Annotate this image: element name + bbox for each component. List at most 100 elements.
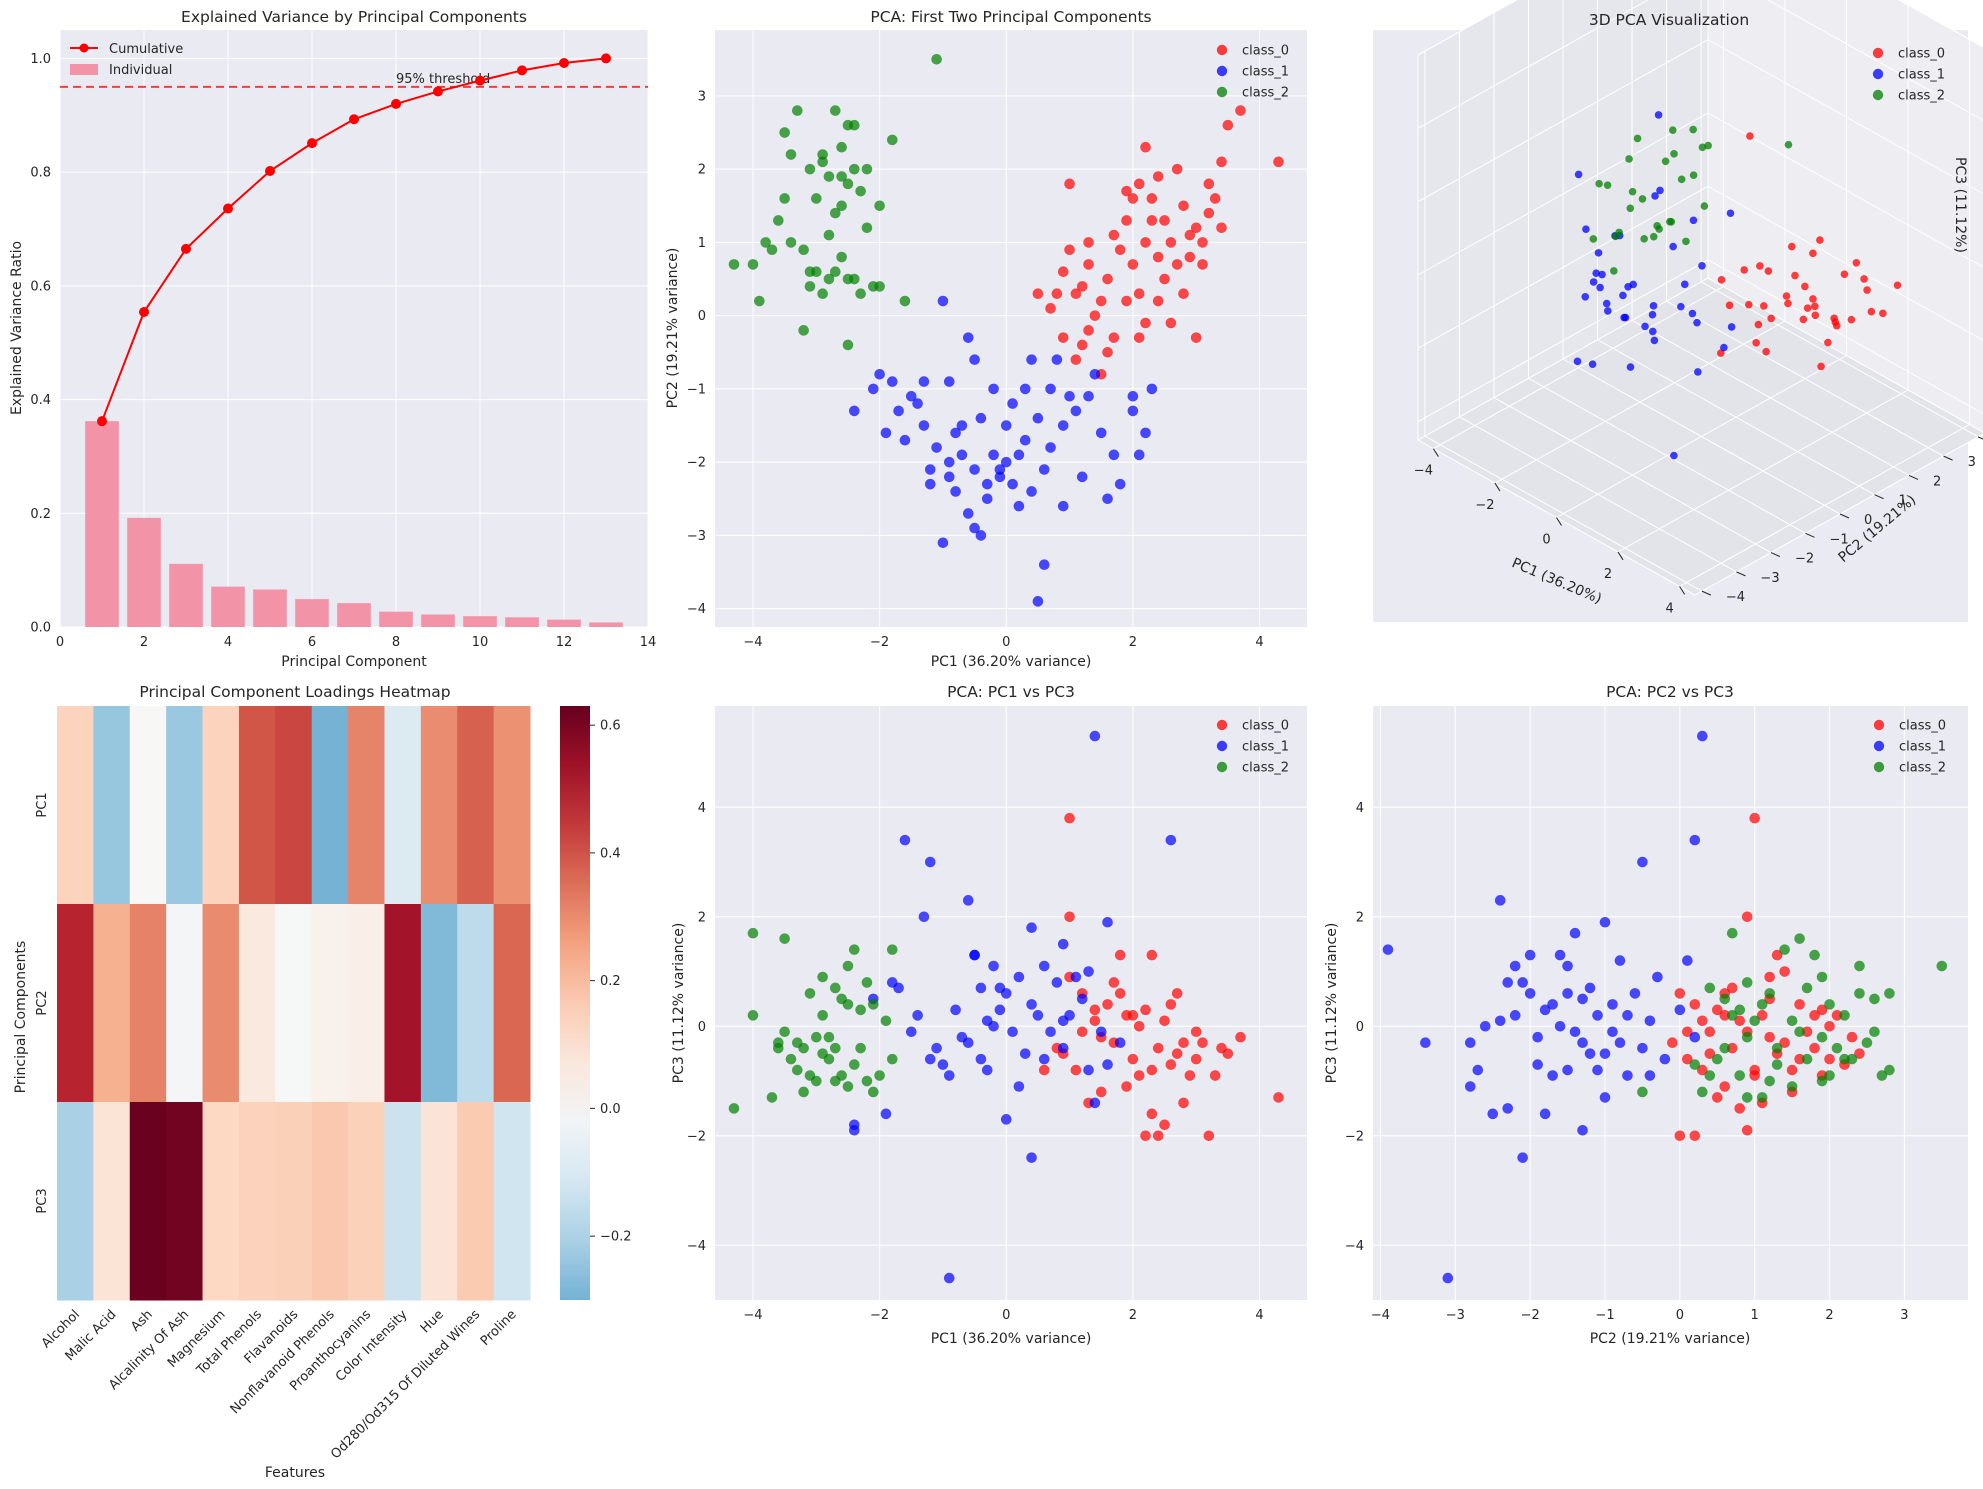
point-class-1 bbox=[981, 1064, 993, 1076]
heatmap-cell bbox=[348, 706, 385, 905]
point-class-0 bbox=[1184, 1070, 1196, 1081]
point-class-1 bbox=[969, 464, 980, 475]
point3d-class-2 bbox=[1698, 143, 1707, 152]
point-class-1 bbox=[1051, 977, 1063, 988]
point-class-2 bbox=[1801, 982, 1813, 994]
point-class-1 bbox=[1038, 1053, 1050, 1065]
point3d-class-1 bbox=[1624, 282, 1632, 291]
point-class-0 bbox=[1102, 999, 1113, 1010]
point3d-class-0 bbox=[1811, 302, 1819, 311]
point-class-2 bbox=[779, 1026, 790, 1038]
point3d-class-1 bbox=[1594, 249, 1603, 257]
y-tick-label: −1 bbox=[687, 382, 706, 397]
point-class-1 bbox=[1659, 1053, 1671, 1065]
heatmap-cell bbox=[166, 1102, 204, 1301]
point-class-0 bbox=[1203, 207, 1215, 219]
point-class-0 bbox=[1184, 251, 1196, 263]
point-class-2 bbox=[1741, 1031, 1753, 1043]
point-class-1 bbox=[956, 1031, 968, 1043]
y-tick-label: 2 bbox=[1356, 910, 1364, 925]
point3d-class-0 bbox=[1764, 267, 1773, 275]
point-class-0 bbox=[1159, 1015, 1170, 1027]
point-class-0 bbox=[1711, 1004, 1723, 1016]
y-tick-label: 2 bbox=[698, 163, 706, 178]
heatmap-cell bbox=[57, 1102, 94, 1301]
point-class-0 bbox=[1178, 1097, 1189, 1109]
point-class-0 bbox=[1159, 273, 1170, 285]
point-class-0 bbox=[1127, 259, 1139, 270]
point-class-0 bbox=[1089, 1004, 1101, 1016]
point-class-0 bbox=[1749, 1070, 1760, 1081]
legend-label-class-2: class_2 bbox=[1898, 89, 1945, 104]
point-class-0 bbox=[1165, 1059, 1177, 1070]
point-class-2 bbox=[1809, 949, 1820, 961]
point-class-2 bbox=[1794, 1026, 1805, 1038]
pc1-pc3-x-ticks: −4 −2 0 2 4 bbox=[743, 1308, 1263, 1323]
point3d-class-2 bbox=[1603, 181, 1612, 189]
point-class-1 bbox=[975, 982, 987, 994]
heatmap-cell bbox=[57, 904, 94, 1103]
variance-bar bbox=[127, 517, 161, 627]
point3d-class-0 bbox=[1791, 271, 1799, 280]
point3d-class-0 bbox=[1760, 302, 1768, 310]
point3d-class-2 bbox=[1704, 141, 1712, 150]
point3d-class-1 bbox=[1677, 302, 1685, 311]
y-tick-label: −3 bbox=[687, 529, 706, 544]
point-class-0 bbox=[1273, 1092, 1284, 1103]
pc2-pc3-plot-area bbox=[1373, 706, 1968, 1300]
y-tick-label: 2 bbox=[1933, 474, 1941, 489]
point3d-class-2 bbox=[1640, 235, 1648, 243]
point-class-1 bbox=[1584, 982, 1596, 994]
pc2-pc3-grid bbox=[1373, 706, 1968, 1300]
point3d-class-1 bbox=[1581, 292, 1590, 301]
point-class-2 bbox=[747, 259, 759, 270]
point-class-2 bbox=[823, 171, 835, 182]
point-class-1 bbox=[1007, 1026, 1018, 1038]
heatmap-cell bbox=[311, 706, 349, 905]
point-class-1 bbox=[1026, 922, 1037, 934]
point-class-2 bbox=[1854, 988, 1865, 999]
heatmap-cell bbox=[238, 904, 276, 1103]
heatmap-cell bbox=[420, 1102, 458, 1301]
point-class-0 bbox=[1273, 156, 1284, 168]
point-class-2 bbox=[1704, 982, 1716, 994]
point-class-2 bbox=[1756, 1092, 1768, 1103]
x-tick-label: 0 bbox=[1002, 635, 1010, 650]
point-class-2 bbox=[760, 237, 771, 248]
point-class-0 bbox=[1083, 259, 1094, 270]
point-class-2 bbox=[842, 273, 854, 285]
variance-x-label: Principal Component bbox=[281, 654, 427, 670]
pc2-pc3-scatter-panel: −4 −3 −2 −1 0 1 2 3 −4 −2 0 2 4 PCA: PC2 vs PC3 PC2… bbox=[1324, 683, 1968, 1347]
point-class-2 bbox=[848, 119, 860, 131]
point3d-class-0 bbox=[1803, 304, 1812, 312]
point-class-1 bbox=[1007, 478, 1018, 490]
pc2-pc3-title: PCA: PC2 vs PC3 bbox=[1606, 683, 1734, 701]
point-class-2 bbox=[1846, 1053, 1858, 1065]
z-back-grid bbox=[1767, 0, 1983, 121]
heatmap-cell bbox=[311, 1102, 349, 1301]
point-class-0 bbox=[1816, 1004, 1828, 1016]
heatmap-cell bbox=[384, 1102, 422, 1301]
point-class-1 bbox=[1038, 960, 1050, 972]
point-class-0 bbox=[1726, 982, 1738, 994]
legend-cumulative-marker bbox=[79, 43, 89, 53]
point3d-class-0 bbox=[1809, 295, 1817, 303]
point-class-2 bbox=[899, 295, 911, 307]
point-class-2 bbox=[836, 1070, 847, 1081]
point-class-2 bbox=[1794, 933, 1805, 944]
legend-marker-class-2 bbox=[1872, 89, 1884, 101]
point-class-1 bbox=[1089, 730, 1101, 742]
y-tick-label: −3 bbox=[1760, 571, 1779, 586]
point-class-0 bbox=[1184, 229, 1196, 241]
legend-label-class-2: class_2 bbox=[1242, 761, 1289, 776]
x-tick-label: 3 bbox=[1900, 1308, 1908, 1323]
point-class-1 bbox=[1487, 1108, 1499, 1120]
y-floor-grid bbox=[1493, 397, 1772, 554]
point-class-0 bbox=[1171, 988, 1183, 999]
point-class-1 bbox=[1013, 1081, 1025, 1092]
point-class-2 bbox=[779, 933, 790, 944]
point-class-2 bbox=[842, 960, 854, 972]
point-class-2 bbox=[1719, 1042, 1731, 1054]
legend-marker-class-1 bbox=[1873, 740, 1885, 752]
point-class-2 bbox=[1801, 1053, 1813, 1065]
